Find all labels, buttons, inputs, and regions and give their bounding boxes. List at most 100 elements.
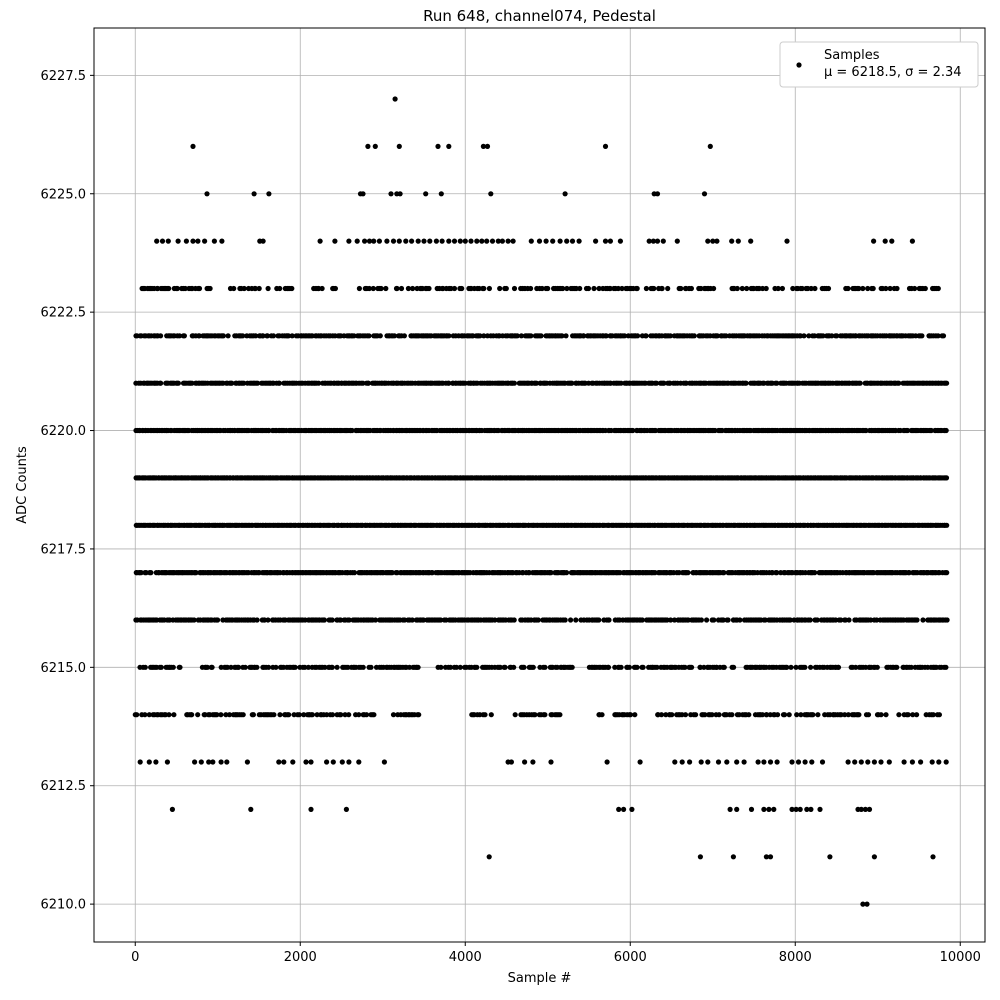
data-point: [403, 238, 409, 244]
data-point: [218, 712, 224, 718]
data-point: [266, 191, 272, 197]
data-point: [389, 570, 395, 576]
plot-frame: [93, 27, 986, 943]
data-point: [573, 617, 579, 623]
data-point: [882, 238, 888, 244]
data-point: [405, 285, 411, 292]
data-point: [196, 285, 203, 292]
data-point: [602, 238, 609, 244]
data-point: [729, 712, 735, 718]
data-point: [366, 333, 372, 339]
data-point: [158, 664, 164, 670]
data-point: [390, 238, 397, 244]
data-point: [138, 570, 144, 576]
data-point: [360, 191, 366, 197]
data-point: [788, 664, 794, 670]
data-point: [689, 664, 695, 670]
data-point: [329, 712, 336, 718]
data-point: [619, 285, 625, 292]
data-point: [737, 617, 743, 623]
y-tick-label: 6227.5: [41, 69, 87, 84]
data-point: [853, 664, 859, 670]
data-point: [905, 427, 911, 434]
data-point: [339, 759, 345, 765]
data-point: [715, 759, 722, 765]
data-point: [936, 712, 943, 718]
data-point: [621, 806, 627, 813]
data-point: [329, 664, 335, 670]
data-point: [317, 238, 323, 244]
data-point: [646, 238, 652, 244]
data-point: [446, 143, 452, 149]
data-point: [936, 759, 942, 765]
data-point: [665, 285, 671, 292]
data-point: [858, 759, 864, 765]
data-point: [731, 664, 737, 670]
data-point: [714, 333, 721, 339]
data-point: [252, 285, 258, 292]
data-point: [723, 333, 729, 339]
data-point: [488, 191, 494, 197]
data-point: [705, 759, 711, 765]
data-point: [929, 759, 935, 765]
data-point: [342, 712, 348, 718]
data-point: [669, 712, 675, 718]
data-point: [762, 617, 768, 623]
data-point: [671, 617, 678, 623]
data-point: [865, 285, 871, 292]
data-point: [137, 759, 143, 765]
data-point: [277, 712, 283, 718]
y-ticks: 6210.0 6212.5 6215.0 6217.5 6220.0 6222.5 6225…: [41, 69, 94, 913]
data-point: [865, 759, 871, 765]
data-point: [744, 285, 750, 292]
data-point: [435, 143, 441, 149]
data-point: [693, 712, 699, 718]
data-point: [896, 380, 902, 386]
data-point: [134, 712, 140, 718]
data-point: [396, 238, 402, 244]
x-tick-label: 8000: [779, 950, 812, 965]
data-point: [512, 712, 518, 718]
data-point: [241, 380, 247, 386]
data-point: [438, 664, 444, 670]
data-point: [944, 522, 950, 528]
data-point: [543, 238, 549, 244]
data-point: [256, 285, 262, 292]
data-point: [799, 285, 805, 292]
data-point: [204, 191, 210, 197]
data-point: [720, 617, 726, 623]
data-point: [943, 664, 949, 670]
data-point: [142, 712, 148, 718]
data-point: [697, 854, 704, 860]
data-point: [195, 238, 201, 244]
data-point: [273, 664, 279, 670]
data-point: [351, 570, 358, 576]
data-point: [914, 712, 920, 718]
data-point: [668, 617, 674, 623]
data-point: [305, 664, 311, 670]
data-point: [366, 238, 373, 244]
data-point: [215, 617, 221, 623]
data-point: [643, 285, 650, 292]
data-point: [193, 570, 199, 576]
data-point: [397, 191, 403, 197]
data-point: [870, 285, 876, 292]
data-point: [889, 238, 895, 244]
data-point: [627, 712, 634, 718]
data-point: [894, 664, 900, 670]
data-point: [634, 664, 640, 670]
data-point: [943, 759, 949, 765]
data-point: [797, 806, 803, 813]
data-point: [492, 617, 498, 623]
data-point: [508, 759, 514, 765]
data-point: [878, 759, 884, 765]
data-point: [171, 712, 177, 718]
data-point: [166, 285, 172, 292]
data-point: [678, 285, 684, 292]
data-point: [599, 712, 605, 718]
data-point: [276, 759, 282, 765]
data-point: [433, 238, 439, 244]
data-point: [474, 664, 480, 670]
data-point: [667, 333, 674, 339]
data-point: [774, 380, 780, 386]
